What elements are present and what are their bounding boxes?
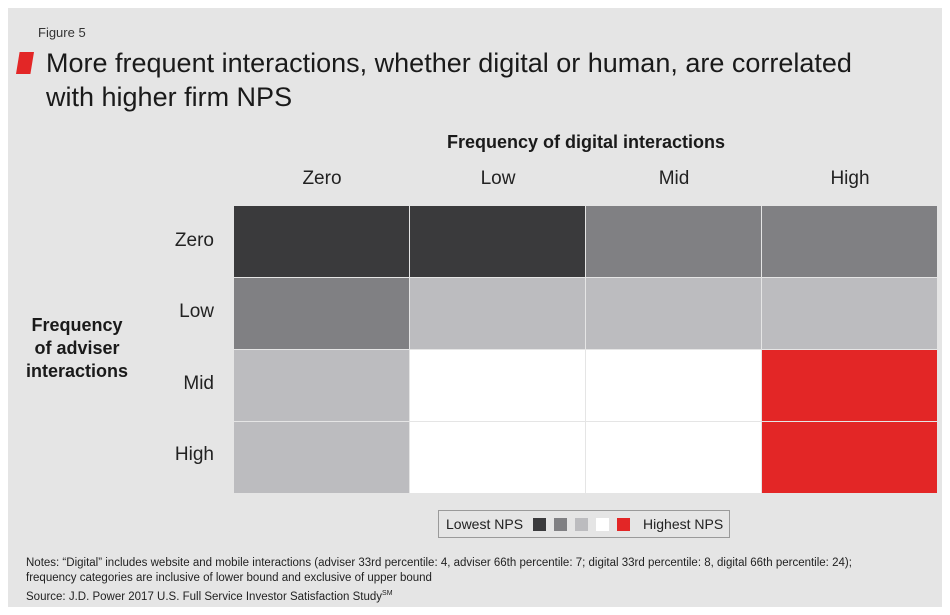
row-label-zero: Zero: [174, 230, 214, 251]
notes-line2: frequency categories are inclusive of lo…: [26, 572, 432, 584]
legend-swatch-2: [554, 517, 568, 531]
chart-title-line1: More frequent interactions, whether digi…: [46, 48, 852, 78]
heatmap-cell-adviser-low-digital-mid: [586, 278, 761, 349]
chart-title-line2: with higher firm NPS: [46, 82, 293, 112]
heatmap-cell-adviser-mid-digital-low: [410, 350, 585, 421]
chart-title: More frequent interactions, whether digi…: [46, 46, 926, 114]
heatmap-cell-adviser-mid-digital-high: [762, 350, 937, 421]
legend-swatch-1: [533, 517, 547, 531]
heatmap-cell-adviser-low-digital-high: [762, 278, 937, 349]
heatmap-cell-adviser-high-digital-zero: [234, 422, 409, 493]
legend-swatch-4: [596, 517, 610, 531]
x-axis-title: Frequency of digital interactions: [446, 132, 726, 152]
notes-source: Source: J.D. Power 2017 U.S. Full Servic…: [26, 586, 936, 605]
heatmap-cell-adviser-zero-digital-low: [410, 206, 585, 277]
heatmap-cell-adviser-low-digital-low: [410, 278, 585, 349]
y-axis-title-line3: interactions: [25, 361, 129, 381]
service-mark: SM: [382, 590, 393, 597]
figure-panel: Figure 5 More frequent interactions, whe…: [8, 8, 942, 607]
y-axis-title: Frequency of adviser interactions: [18, 314, 136, 383]
legend-high-label: Highest NPS: [643, 516, 724, 532]
col-label-low: Low: [480, 168, 516, 189]
heatmap-cell-adviser-zero-digital-zero: [234, 206, 409, 277]
legend-swatch-5: [617, 517, 631, 531]
title-accent-flag: [16, 52, 34, 74]
col-label-high: High: [830, 168, 870, 189]
heatmap-cell-adviser-high-digital-high: [762, 422, 937, 493]
heatmap-cell-adviser-high-digital-mid: [586, 422, 761, 493]
notes-source-text: Source: J.D. Power 2017 U.S. Full Servic…: [26, 590, 383, 603]
legend: Lowest NPS Highest NPS: [438, 510, 730, 538]
row-label-mid: Mid: [183, 373, 214, 394]
notes-line1: Notes: “Digital” includes website and mo…: [26, 557, 852, 569]
y-axis-title-line2: of adviser: [34, 338, 120, 358]
figure-label: Figure 5: [38, 25, 86, 40]
heatmap-cell-adviser-zero-digital-high: [762, 206, 937, 277]
col-label-zero: Zero: [302, 168, 342, 189]
heatmap-grid: [234, 206, 938, 494]
notes: Notes: “Digital” includes website and mo…: [26, 556, 936, 605]
heatmap-cell-adviser-mid-digital-zero: [234, 350, 409, 421]
legend-low-label: Lowest NPS: [446, 516, 524, 532]
heatmap-cell-adviser-mid-digital-mid: [586, 350, 761, 421]
col-label-mid: Mid: [658, 168, 690, 189]
row-label-high: High: [174, 444, 214, 465]
heatmap-cell-adviser-high-digital-low: [410, 422, 585, 493]
heatmap-cell-adviser-zero-digital-mid: [586, 206, 761, 277]
heatmap-cell-adviser-low-digital-zero: [234, 278, 409, 349]
row-label-low: Low: [179, 301, 214, 322]
y-axis-title-line1: Frequency: [31, 315, 123, 335]
legend-swatch-3: [575, 517, 589, 531]
